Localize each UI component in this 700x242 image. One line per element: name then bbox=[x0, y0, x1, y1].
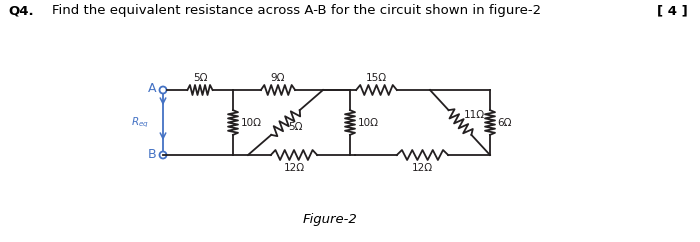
Text: 6Ω: 6Ω bbox=[497, 118, 512, 128]
Text: 15Ω: 15Ω bbox=[366, 73, 387, 83]
Text: [ 4 ]: [ 4 ] bbox=[657, 4, 688, 17]
Text: 5Ω: 5Ω bbox=[288, 122, 303, 133]
Text: Find the equivalent resistance across A-B for the circuit shown in figure-2: Find the equivalent resistance across A-… bbox=[52, 4, 541, 17]
Text: 10Ω: 10Ω bbox=[241, 118, 262, 128]
Text: 11Ω: 11Ω bbox=[464, 109, 485, 120]
Text: B: B bbox=[148, 148, 156, 160]
Text: 12Ω: 12Ω bbox=[284, 163, 304, 173]
Text: 12Ω: 12Ω bbox=[412, 163, 433, 173]
Text: 9Ω: 9Ω bbox=[271, 73, 286, 83]
Text: $R_{eq}$: $R_{eq}$ bbox=[131, 115, 149, 130]
Text: Q4.: Q4. bbox=[8, 4, 34, 17]
Text: A: A bbox=[148, 83, 156, 96]
Text: 5Ω: 5Ω bbox=[193, 73, 207, 83]
Text: Figure-2: Figure-2 bbox=[302, 213, 358, 227]
Text: 10Ω: 10Ω bbox=[358, 118, 379, 128]
